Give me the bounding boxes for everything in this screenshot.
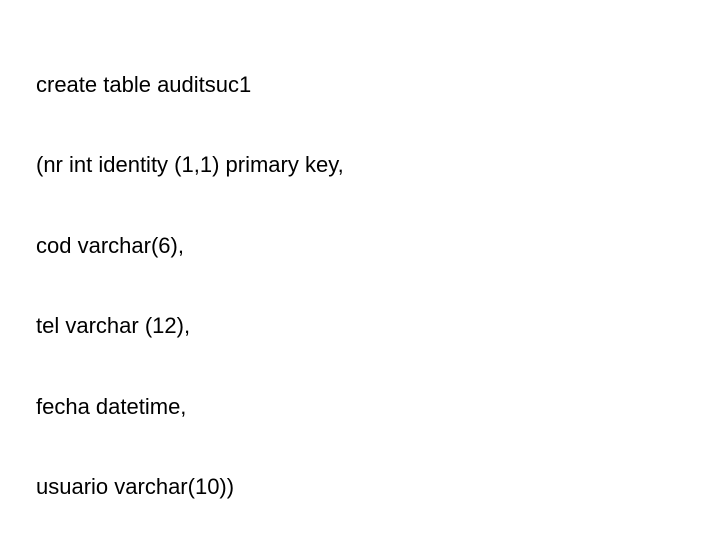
code-line: usuario varchar(10)) — [36, 474, 720, 501]
code-line: fecha datetime, — [36, 394, 720, 421]
code-slide: create table auditsuc1 (nr int identity … — [0, 0, 720, 540]
code-line: create table auditsuc1 — [36, 72, 720, 99]
code-line: tel varchar (12), — [36, 313, 720, 340]
code-line: cod varchar(6), — [36, 233, 720, 260]
sql-create-table-block: create table auditsuc1 (nr int identity … — [36, 18, 720, 540]
code-line: (nr int identity (1,1) primary key, — [36, 152, 720, 179]
